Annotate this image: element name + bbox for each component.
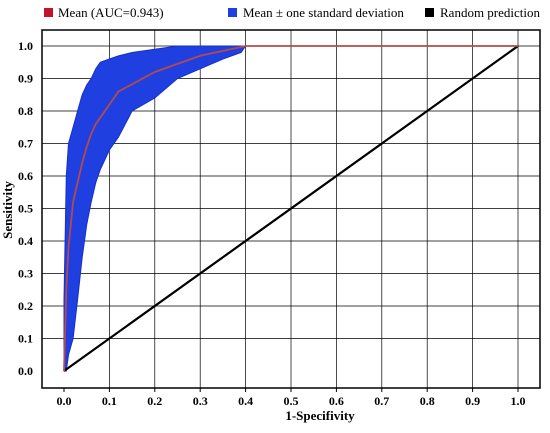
legend-swatch-1	[44, 8, 53, 17]
y-tick-label: 0.4	[18, 234, 33, 248]
x-tick-label: 0.8	[420, 394, 435, 408]
axes: 0.0 0.1 0.2 0.3 0.4 0.5 0.6 0.7 0.8 0.9 1.0 0.0 0.1 0…	[0, 29, 541, 423]
x-tick-label: 0.0	[57, 394, 72, 408]
legend-swatch-3	[425, 8, 434, 17]
legend-swatch-2	[228, 8, 237, 17]
x-tick-label: 0.9	[465, 394, 480, 408]
random-prediction-line	[63, 45, 519, 372]
y-tick-label: 0.8	[18, 104, 33, 118]
y-tick-label: 0.7	[18, 137, 33, 151]
y-tick-label: 0.5	[18, 202, 33, 216]
plot-area	[63, 45, 519, 372]
x-tick-label: 0.3	[193, 394, 208, 408]
y-tick-label: 0.3	[18, 267, 33, 281]
legend-label-1: Mean (AUC=0.943)	[58, 5, 164, 20]
y-tick-label: 0.1	[18, 332, 33, 346]
x-tick-label: 0.1	[102, 394, 117, 408]
mean-roc-line	[63, 45, 518, 372]
y-tick-label: 0.2	[18, 299, 33, 313]
x-tick-label: 0.6	[329, 394, 344, 408]
legend: Mean (AUC=0.943) Mean ± one standard devi…	[44, 5, 541, 20]
std-band	[63, 45, 247, 372]
x-tick-label: 0.4	[238, 394, 253, 408]
x-tick-label: 0.5	[284, 394, 299, 408]
legend-label-2: Mean ± one standard deviation	[243, 5, 404, 20]
x-tick-label: 1.0	[511, 394, 526, 408]
x-tick-label: 0.7	[374, 394, 389, 408]
y-axis-label: Sensitivity	[0, 181, 15, 239]
legend-label-3: Random prediction	[440, 5, 541, 20]
grid	[42, 30, 540, 388]
y-tick-label: 0.9	[18, 72, 33, 86]
y-tick-label: 0.0	[18, 364, 33, 378]
x-tick-label: 0.2	[147, 394, 162, 408]
y-tick-label: 0.6	[18, 169, 33, 183]
x-axis-label: 1-Specifivity	[285, 408, 355, 423]
y-tick-label: 1.0	[18, 39, 33, 53]
